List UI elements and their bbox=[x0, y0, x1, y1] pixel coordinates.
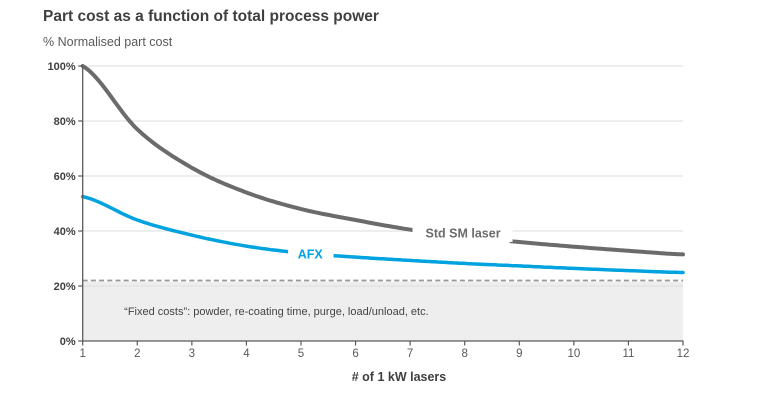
y-tick-label: 0% bbox=[60, 336, 76, 348]
y-tick-label: 80% bbox=[54, 116, 76, 128]
y-tick-label: 60% bbox=[54, 171, 76, 183]
x-tick-label: 5 bbox=[298, 348, 304, 360]
series-label-backing bbox=[412, 222, 513, 242]
x-tick-label: 10 bbox=[567, 348, 580, 360]
series-label-afx: AFX bbox=[298, 247, 324, 261]
x-axis-title: # of 1 kW lasers bbox=[352, 370, 447, 384]
y-tick-label: 100% bbox=[48, 61, 76, 73]
x-tick-label: 2 bbox=[134, 348, 140, 360]
fixed-costs-annotation: “Fixed costs”: powder, re-coating time, … bbox=[124, 306, 429, 318]
x-tick-label: 1 bbox=[79, 348, 85, 360]
chart-title: Part cost as a function of total process… bbox=[43, 8, 379, 25]
y-tick-label: 40% bbox=[54, 226, 76, 238]
series-line-std-sm-laser bbox=[80, 64, 685, 257]
series-line-afx bbox=[80, 194, 685, 275]
y-tick-label: 20% bbox=[54, 281, 76, 293]
x-tick-label: 8 bbox=[462, 348, 468, 360]
x-tick-label: 9 bbox=[516, 348, 522, 360]
x-tick-label: 11 bbox=[622, 348, 634, 360]
series-label-backing bbox=[288, 243, 334, 263]
x-tick-label: 3 bbox=[189, 348, 195, 360]
x-tick-label: 12 bbox=[677, 348, 690, 360]
fixed-costs-region bbox=[82, 281, 683, 341]
chart-y-axis-caption: % Normalised part cost bbox=[43, 35, 173, 49]
x-tick-label: 4 bbox=[243, 348, 250, 360]
series-label-std-sm-laser: Std SM laser bbox=[426, 226, 501, 240]
x-tick-label: 7 bbox=[407, 348, 413, 360]
x-tick-label: 6 bbox=[352, 348, 358, 360]
